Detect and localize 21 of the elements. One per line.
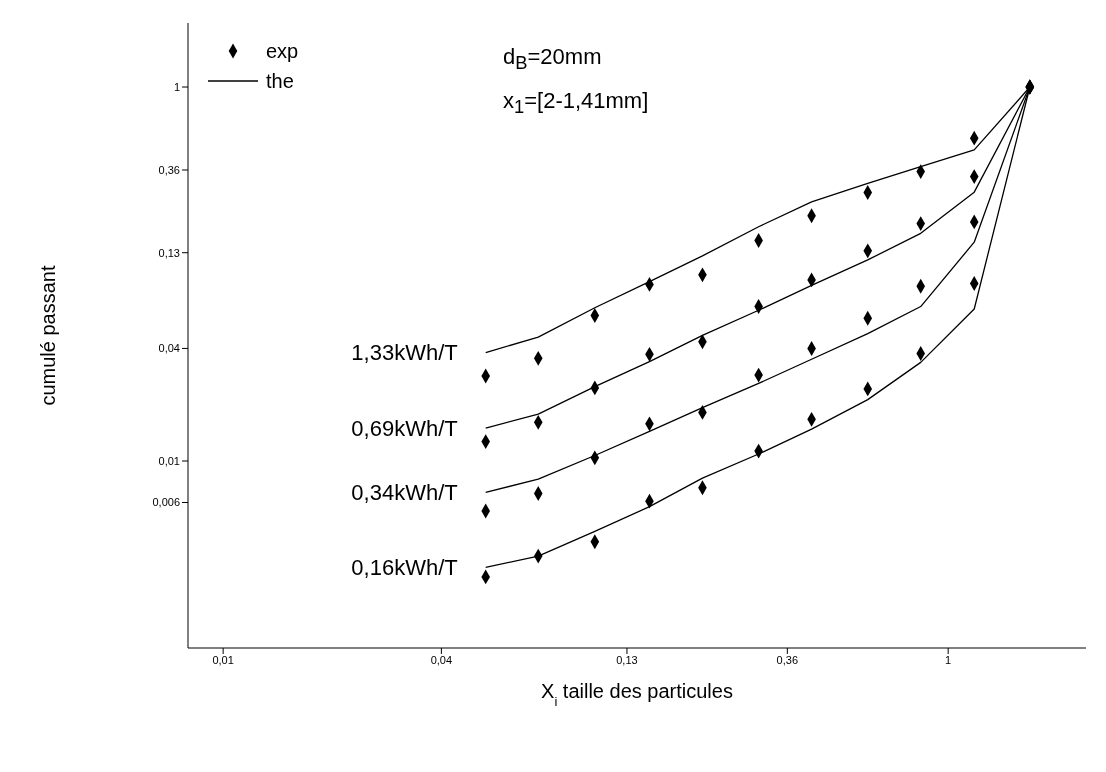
annotation: 0,34kWh/T — [351, 480, 458, 506]
x-axis-title: X$_{i}$ taille des particules — [541, 680, 733, 709]
y-tick-label: 0,006 — [152, 496, 180, 509]
y-tick-label: 0,01 — [158, 454, 180, 467]
y-tick-label: 0,04 — [158, 342, 180, 355]
x-tick-label: 1 — [945, 653, 952, 666]
x-tick-label: 0,01 — [212, 653, 234, 666]
annotation: 1,33kWh/T — [351, 340, 458, 366]
legend-label: the — [266, 69, 294, 94]
annotation: 0,69kWh/T — [351, 415, 458, 441]
x-tick-label: 0,36 — [776, 653, 799, 666]
annotation: x$_{1}$=[2-1,41mm] — [503, 87, 649, 120]
annotation: 0,16kWh/T — [351, 555, 458, 581]
y-tick-label: 0,36 — [158, 163, 180, 176]
annotation: d$_{B}$=20mm — [503, 43, 603, 76]
y-axis-title: cumulé passant — [37, 265, 60, 406]
y-tick-label: 1 — [173, 80, 180, 93]
y-tick-label: 0,13 — [158, 246, 180, 259]
legend-label: exp — [266, 39, 299, 64]
x-tick-label: 0,04 — [430, 653, 453, 666]
x-tick-label: 0,13 — [616, 653, 638, 666]
